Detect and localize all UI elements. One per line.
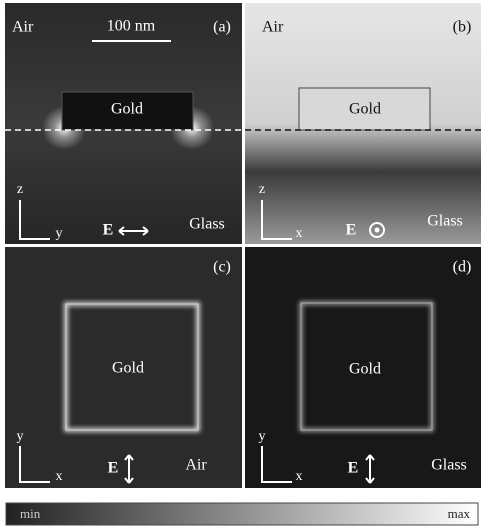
medium-label: Glass (427, 213, 463, 230)
particle-label: Gold (111, 101, 143, 118)
axis-label: x (56, 469, 63, 484)
polarization-dot (375, 228, 380, 233)
panel-label: (c) (213, 259, 231, 276)
panel-label: (a) (213, 19, 231, 36)
axis-label: z (259, 182, 265, 197)
field-label: E (346, 222, 357, 239)
colorbar-max: max (448, 506, 471, 521)
panel-label: (d) (453, 259, 472, 276)
axis-label: y (259, 429, 266, 444)
field-label: E (348, 460, 359, 477)
panel-d: (d) Gold y x E Glass (245, 247, 481, 488)
panel-label: (b) (453, 19, 472, 36)
page: {"panels": [ {"label": "(a)", "medium_to… (0, 0, 481, 531)
axis-label: z (17, 182, 23, 197)
panel-c: (c) Gold y x E Air (5, 247, 242, 488)
medium-label: Air (185, 457, 207, 474)
figure: Air 100 nm (a) Gold z y E Glass Air (b) … (0, 0, 481, 531)
medium-label: Air (12, 19, 34, 36)
colorbar-min: min (20, 506, 41, 521)
colorbar-gradient (6, 503, 478, 525)
panel-a: Air 100 nm (a) Gold z y E Glass (5, 3, 242, 244)
axis-label: y (56, 226, 63, 241)
field-label: E (103, 222, 114, 239)
axis-label: x (296, 469, 303, 484)
scale-bar-label: 100 nm (107, 18, 156, 35)
medium-label: Glass (189, 216, 225, 233)
colorbar: min max (6, 503, 478, 525)
medium-label: Air (262, 19, 284, 36)
particle-label: Gold (112, 360, 144, 377)
axis-label: x (296, 226, 303, 241)
medium-label: Glass (431, 457, 467, 474)
panel-b: Air (b) Gold z x E Glass (245, 3, 481, 244)
particle-label: Gold (349, 361, 381, 378)
axis-label: y (17, 429, 24, 444)
field-label: E (108, 460, 119, 477)
particle-label: Gold (349, 101, 381, 118)
